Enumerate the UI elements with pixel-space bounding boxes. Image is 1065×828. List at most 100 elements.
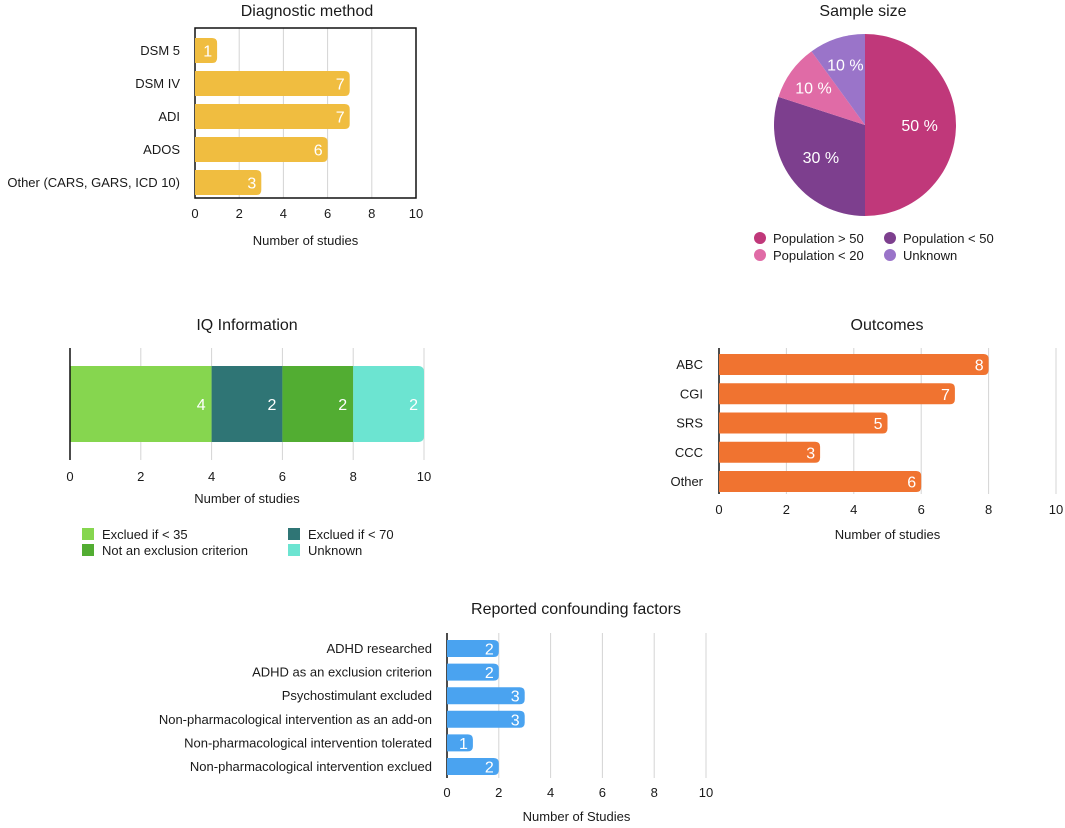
x-tick-label: 8 — [350, 469, 357, 484]
category-label: ADHD researched — [327, 641, 433, 656]
x-tick-label: 4 — [850, 502, 857, 517]
x-tick-label: 4 — [208, 469, 215, 484]
chart-title: Diagnostic method — [241, 3, 374, 20]
x-axis-label: Number of studies — [835, 527, 941, 542]
category-label: Other — [670, 474, 703, 489]
data-label: 2 — [338, 397, 347, 414]
chart-title: Reported confounding factors — [471, 601, 681, 618]
bar-other-cars-gars-icd-10- — [195, 170, 262, 195]
legend-swatch — [884, 232, 896, 244]
x-tick-label: 8 — [368, 206, 375, 221]
data-label: 8 — [975, 358, 984, 375]
x-tick-label: 0 — [715, 502, 722, 517]
category-label: ADOS — [143, 142, 180, 157]
legend-label: Not an exclusion criterion — [102, 543, 248, 558]
bar-abc — [719, 354, 989, 375]
x-axis-label: Number of studies — [253, 233, 359, 248]
pie-slice — [774, 96, 865, 216]
bar-dsm-iv — [195, 71, 350, 96]
data-label: 3 — [247, 176, 256, 193]
legend-label: Unknown — [308, 543, 362, 558]
pie-slice-label: 10 % — [795, 81, 831, 98]
category-label: DSM 5 — [140, 43, 180, 58]
data-label: 7 — [941, 387, 950, 404]
chart-title: IQ Information — [196, 317, 297, 334]
data-label: 2 — [485, 665, 494, 682]
pie-slice-label: 30 % — [803, 150, 839, 167]
data-label: 6 — [314, 143, 323, 160]
x-tick-label: 10 — [409, 206, 423, 221]
x-tick-label: 8 — [651, 785, 658, 800]
x-tick-label: 4 — [547, 785, 554, 800]
legend-label: Exclued if < 35 — [102, 527, 188, 542]
chart-iq: IQ Information 4 2 2 2 0 2 4 6 8 10 Number of studi… — [66, 317, 431, 558]
data-label: 4 — [197, 397, 206, 414]
category-label: Non-pharmacological intervention tolerat… — [184, 735, 432, 750]
legend-swatch — [82, 544, 94, 556]
chart-confounding: Reported confounding factors 2 ADHD resear… — [159, 601, 713, 824]
pie-slice-label: 10 % — [827, 57, 863, 74]
x-tick-label: 10 — [417, 469, 431, 484]
bar-cgi — [719, 383, 955, 405]
legend-swatch — [754, 249, 766, 261]
chart-title: Outcomes — [851, 317, 924, 334]
legend-label: Population < 50 — [903, 231, 994, 246]
category-label: ABC — [676, 357, 703, 372]
legend-label: Unknown — [903, 248, 957, 263]
data-label: 1 — [459, 736, 468, 753]
x-tick-label: 0 — [66, 469, 73, 484]
data-label: 3 — [511, 712, 520, 729]
x-tick-label: 6 — [599, 785, 606, 800]
data-label: 3 — [511, 689, 520, 706]
data-label: 2 — [267, 397, 276, 414]
bar-adhd-researched — [447, 640, 499, 657]
data-label: 1 — [203, 44, 212, 61]
chart-diagnostic: Diagnostic method 1 DSM 5 7 DSM IV 7 ADI 6 ADOS 3… — [7, 3, 423, 248]
x-tick-label: 2 — [495, 785, 502, 800]
x-tick-label: 8 — [985, 502, 992, 517]
x-tick-label: 0 — [443, 785, 450, 800]
x-tick-label: 2 — [236, 206, 243, 221]
x-tick-label: 6 — [324, 206, 331, 221]
legend-swatch — [754, 232, 766, 244]
x-tick-label: 4 — [280, 206, 287, 221]
category-label: Non-pharmacological intervention as an a… — [159, 712, 432, 727]
x-tick-label: 2 — [783, 502, 790, 517]
legend-swatch — [884, 249, 896, 261]
category-label: ADHD as an exclusion criterion — [252, 665, 432, 680]
bar-ados — [195, 137, 328, 162]
pie-slice — [811, 34, 865, 125]
category-label: DSM IV — [135, 76, 180, 91]
stack-segment — [211, 366, 283, 442]
legend-label: Exclued if < 70 — [308, 527, 394, 542]
legend-label: Population < 20 — [773, 248, 864, 263]
stack-segment — [353, 366, 424, 442]
category-label: Non-pharmacological intervention exclued — [190, 759, 432, 774]
bar-adhd-as-an-exclusion-criterion — [447, 663, 499, 681]
x-tick-label: 2 — [137, 469, 144, 484]
bar-other — [719, 471, 922, 492]
legend-label: Population > 50 — [773, 231, 864, 246]
bar-non-pharmacological-intervention-tolerated — [447, 734, 473, 752]
bar-non-pharmacological-intervention-as-an-add-on — [447, 710, 525, 728]
category-label: Other (CARS, GARS, ICD 10) — [7, 175, 180, 190]
bar-psychostimulant-excluded — [447, 687, 525, 705]
bar-srs — [719, 412, 888, 434]
bar-non-pharmacological-intervention-exclued — [447, 758, 499, 775]
bar-adi — [195, 104, 350, 129]
chart-outcomes: Outcomes 8 ABC 7 CGI 5 SRS 3 CCC 6 Other 0 2 4 6 8 10 Num… — [670, 317, 1063, 542]
x-tick-label: 0 — [191, 206, 198, 221]
legend-swatch — [82, 528, 94, 540]
x-axis-label: Number of studies — [194, 491, 300, 506]
category-label: SRS — [676, 416, 703, 431]
data-label: 2 — [485, 760, 494, 777]
data-label: 2 — [409, 397, 418, 414]
data-label: 6 — [907, 475, 916, 492]
category-label: Psychostimulant excluded — [282, 688, 432, 703]
bar-ccc — [719, 441, 821, 463]
data-label: 7 — [336, 110, 345, 127]
data-label: 3 — [806, 445, 815, 462]
pie-slice-label: 50 % — [901, 118, 937, 135]
